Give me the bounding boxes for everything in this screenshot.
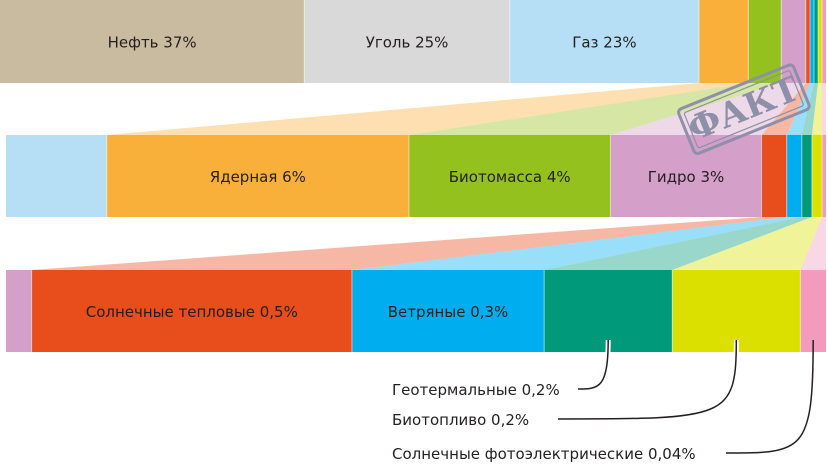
callout-solar-pv: Солнечные фотоэлектрические 0,04% bbox=[392, 445, 696, 463]
bar-segment-unlabeled-r2-s3 bbox=[544, 270, 673, 352]
connector-dbe000 bbox=[811, 83, 822, 135]
connector-гидро-3 bbox=[610, 83, 806, 135]
segment-label-газ-23: Газ 23% bbox=[572, 34, 636, 52]
connector-009a7a bbox=[544, 217, 812, 270]
connector-009a7a bbox=[801, 83, 818, 135]
bar-segment-unlabeled-r1-s4 bbox=[761, 135, 787, 217]
connector-dbe000 bbox=[672, 217, 822, 270]
bar-segment-unlabeled-r2-s4 bbox=[672, 270, 801, 352]
bar-rows bbox=[0, 0, 826, 352]
bar-segment-unlabeled-r0-s8 bbox=[814, 0, 818, 83]
bar-segment-уголь-25-r0-s1 bbox=[304, 0, 510, 83]
connector-ветряные-0-3 bbox=[351, 217, 802, 270]
leader-line-1 bbox=[577, 339, 609, 390]
bar-segment-газ-23-r0-s2 bbox=[509, 0, 699, 83]
zoom-connectors bbox=[31, 83, 826, 270]
segment-labels: Нефть 37% Уголь 25% Газ 23% Ядерная 6% Биото… bbox=[86, 34, 725, 322]
connector-солнечные-тепловые-0-5 bbox=[31, 217, 787, 270]
bar-segment-unlabeled-r2-s5 bbox=[800, 270, 826, 352]
segment-label-гидро-3: Гидро 3% bbox=[648, 168, 725, 186]
bar-segment-unlabeled-r0-s3 bbox=[698, 0, 749, 83]
connector-00aeef bbox=[786, 83, 814, 135]
bar-segment-unlabeled-r1-s0 bbox=[6, 135, 107, 217]
segment-label-ядерная-6: Ядерная 6% bbox=[210, 168, 306, 186]
bar-segment-биотомасса-4-r1-s2 bbox=[408, 135, 611, 217]
connector-ядерная-6 bbox=[106, 83, 749, 135]
bar-segment-unlabeled-r0-s10 bbox=[822, 0, 826, 83]
callout-biofuel: Биотопливо 0,2% bbox=[392, 411, 529, 429]
bar-segment-unlabeled-r2-s0 bbox=[6, 270, 32, 352]
leader-line-3 bbox=[725, 339, 814, 454]
connector-f29bbd bbox=[822, 83, 826, 135]
bar-segment-unlabeled-r1-s6 bbox=[801, 135, 812, 217]
segment-label-ветряные-0-3: Ветряные 0,3% bbox=[388, 303, 509, 321]
bar-segment-unlabeled-r0-s7 bbox=[810, 0, 814, 83]
bar-segment-солнечные-тепловые-0-5-r2-s1 bbox=[31, 270, 352, 352]
connector-биотомасса-4 bbox=[408, 83, 782, 135]
bar-segment-unlabeled-r1-s8 bbox=[822, 135, 826, 217]
bar-segment-ядерная-6-r1-s1 bbox=[106, 135, 409, 217]
leader-line-2 bbox=[557, 339, 738, 420]
callout-geothermal: Геотермальные 0,2% bbox=[392, 381, 560, 399]
segment-label-биотомасса-4: Биотомасса 4% bbox=[449, 168, 571, 186]
bar-segment-ветряные-0-3-r2-s2 bbox=[351, 270, 545, 352]
bar-segment-нефть-37-r0-s0 bbox=[0, 0, 305, 83]
bar-segment-unlabeled-r1-s7 bbox=[811, 135, 822, 217]
bar-segment-unlabeled-r1-s5 bbox=[786, 135, 802, 217]
callout-leaders bbox=[557, 339, 814, 454]
bar-segment-unlabeled-r0-s9 bbox=[818, 0, 822, 83]
segment-label-солнечные-тепловые-0-5: Солнечные тепловые 0,5% bbox=[86, 303, 298, 321]
connector-f29bbd bbox=[800, 217, 826, 270]
bar-segment-unlabeled-r0-s6 bbox=[805, 0, 810, 83]
segment-label-нефть-37: Нефть 37% bbox=[108, 34, 197, 52]
bar-segment-гидро-3-r1-s3 bbox=[610, 135, 762, 217]
segment-label-уголь-25: Уголь 25% bbox=[366, 34, 449, 52]
